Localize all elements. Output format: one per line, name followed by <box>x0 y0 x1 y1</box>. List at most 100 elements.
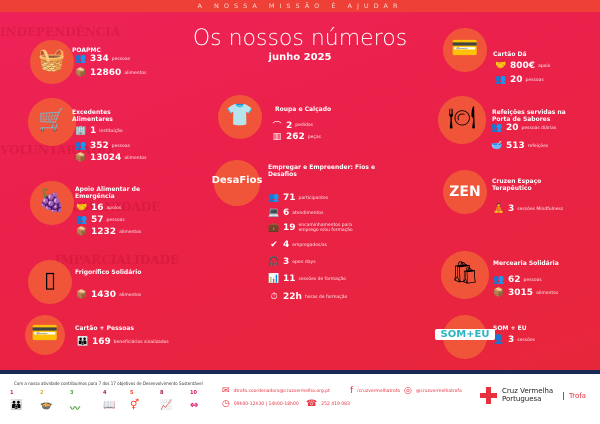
section-icon-circle <box>443 170 487 214</box>
phone-text: 252 419 083 <box>321 401 350 407</box>
stat-value: 800€ <box>510 61 536 71</box>
watermark-text: HUMANIDADE <box>60 200 161 214</box>
section-icon-circle <box>214 160 260 206</box>
instagram-text: @cruzvermelhatrofa <box>415 388 462 394</box>
stat-label: pessoas diárias <box>521 125 557 131</box>
stat-label: apoio <box>538 63 551 69</box>
instagram-icon: ◎ <box>404 386 412 396</box>
people-icon: 👥 <box>493 275 505 285</box>
meditation-icon: 🧘 <box>493 204 505 214</box>
stat-value: 3 <box>508 335 515 345</box>
stat-label: pessoas <box>106 217 125 223</box>
clothing-icon: 👕 <box>226 103 254 128</box>
stat-row: 📦 13024 alimentos <box>72 153 146 163</box>
stat-value: 3015 <box>508 288 534 298</box>
stat-row: 👥 352 pessoas <box>72 141 130 151</box>
section-icon-circle <box>25 315 65 355</box>
people-icon: 👥 <box>75 141 87 151</box>
bowl-icon: 🥣 <box>491 141 503 151</box>
instagram-link[interactable]: ◎ @cruzvermelhatrofa <box>404 386 462 396</box>
phone-link[interactable]: ☎ 252 419 083 <box>306 399 350 409</box>
section-icon-circle <box>30 181 74 225</box>
hand-card-icon: 💳 <box>451 36 479 61</box>
section-icon-circle <box>28 98 76 146</box>
stat-label: alimentos <box>536 290 559 296</box>
hours-text: 09h00-12h30 | 14h00-18h00 <box>233 401 299 407</box>
briefcase-icon: 💼 <box>268 223 280 233</box>
people-icon: 👥 <box>268 193 280 203</box>
phone-icon: ☎ <box>306 399 318 409</box>
sdg-8-icon: 📈 <box>160 400 173 411</box>
stat-label: apoios <box>106 205 122 211</box>
clock-icon: ⏱ <box>270 292 278 302</box>
stat-value: 2 <box>286 120 293 131</box>
plate-icon: 🍽 <box>448 106 476 131</box>
stat-label: beneficiários sinalizados <box>113 339 169 345</box>
people-icon: 👥 <box>76 215 88 225</box>
stat-value: 20 <box>510 75 523 85</box>
stat-value: 13024 <box>90 153 122 163</box>
som-eu-logo-icon: SOM+EU <box>435 329 495 340</box>
sdg-3-icon: 〰 <box>70 404 80 415</box>
sdg-goal-3: 3 〰 <box>70 390 80 415</box>
stat-row: 👥 57 pessoas <box>73 215 125 225</box>
facebook-icon: f <box>350 386 354 396</box>
red-cross-icon <box>480 387 497 404</box>
stat-value: 12860 <box>90 68 122 78</box>
food-box-icon: 📦 <box>76 290 88 300</box>
stat-row: 👤 3 sessões <box>490 335 535 345</box>
stat-label: encaminhamentos para emprego e/ou formaç… <box>298 223 353 233</box>
stat-value: 3 <box>508 204 515 214</box>
stat-row: 👥 20 pessoas <box>492 75 544 85</box>
branch-name: Trofa <box>563 391 586 400</box>
stat-row: 👥 20 pessoas diárias <box>488 123 556 133</box>
clothes-rack-icon: ▥ <box>272 132 282 142</box>
mission-banner: A NOSSA MISSÃO É AJUDAR <box>0 0 600 12</box>
sdg-goal-1: 1 👪 <box>10 390 23 411</box>
stat-row: 📦 1232 alimentos <box>73 227 141 237</box>
stat-row: ⏱ 22h horas de formação <box>265 292 347 302</box>
email-text: dtrofa.coordenadora@cruzvermelha.org.pt <box>233 388 330 394</box>
watermark-text: VOLUNTARIADO <box>0 143 113 157</box>
stat-label: pessoas <box>525 77 544 83</box>
food-box-icon: 📦 <box>75 153 87 163</box>
section-icon-circle <box>30 40 74 84</box>
stat-label: sessões de formação <box>298 276 346 282</box>
shopping-basket-icon: 🛒 <box>38 108 66 133</box>
email-link[interactable]: ✉ dtrofa.coordenadora@cruzvermelha.org.pt <box>222 386 330 396</box>
stat-value: 169 <box>92 337 111 347</box>
people-icon: 👥 <box>495 75 507 85</box>
stat-label: open days <box>292 259 316 265</box>
section-title: Excedentes Alimentares <box>72 109 113 123</box>
stat-label: participantes <box>298 195 329 201</box>
stat-value: 6 <box>283 208 290 218</box>
section-title: Frigorífico Solidário <box>75 269 142 276</box>
stat-row: 🧘 3 sessões Mindfulness <box>490 204 563 214</box>
food-box-icon: 📦 <box>76 227 88 237</box>
stat-label: alimentos <box>119 229 142 235</box>
fridge-icon: ▯ <box>43 268 57 293</box>
section-icon-circle <box>28 260 72 304</box>
stat-label: alimentos <box>119 292 142 298</box>
stat-label: pedidos <box>295 123 313 128</box>
sdg-4-icon: 📖 <box>103 400 116 411</box>
facebook-text: /cruzvermelhatrofa <box>357 388 401 394</box>
stat-value: 22h <box>283 292 302 302</box>
stat-label: peças <box>307 134 321 140</box>
stat-label: pessoas <box>111 56 130 62</box>
stat-row: 🏢 1 instituição <box>72 126 122 136</box>
clock-icon: ◷ <box>222 399 230 409</box>
section-title: Mercearia Solidária <box>493 260 559 267</box>
stat-value: 16 <box>91 203 104 213</box>
org-name: Cruz Vermelha Portuguesa <box>502 387 554 403</box>
food-box-icon: 📦 <box>75 68 87 78</box>
sdg-goal-2: 2 🍲 <box>40 390 53 411</box>
facebook-link[interactable]: f/cruzvermelhatrofa <box>350 386 400 396</box>
stat-row: 📦 3015 alimentos <box>490 288 558 298</box>
stat-row: 🤝 800€ apoio <box>492 61 550 71</box>
stat-label: pessoas <box>523 277 542 283</box>
watermark-text: INDEPENDÊNCIA <box>0 25 121 39</box>
section-title: Cruzen Espaço Terapêutico <box>492 178 542 192</box>
stat-value: 262 <box>286 132 305 142</box>
main-panel: Os nossos números junho 2025 IMPARCIALID… <box>0 12 600 370</box>
